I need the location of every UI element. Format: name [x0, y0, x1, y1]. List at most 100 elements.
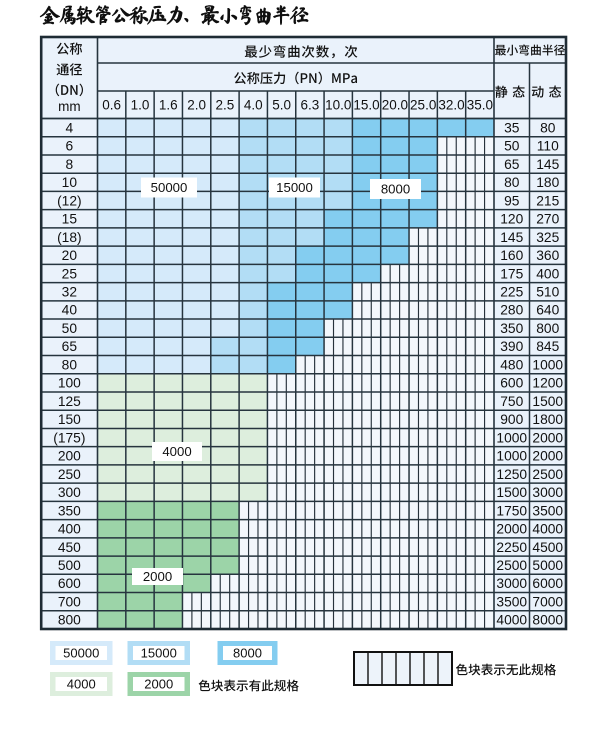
svg-text:(175): (175) — [53, 430, 85, 445]
svg-text:10.0: 10.0 — [325, 98, 351, 113]
svg-text:15: 15 — [62, 212, 78, 227]
svg-text:300: 300 — [58, 485, 81, 500]
svg-text:1750: 1750 — [496, 503, 527, 518]
svg-text:450: 450 — [58, 540, 81, 555]
svg-text:800: 800 — [536, 321, 559, 336]
svg-text:1200: 1200 — [532, 376, 563, 391]
svg-text:1000: 1000 — [496, 449, 527, 464]
svg-text:3000: 3000 — [496, 576, 527, 591]
svg-text:360: 360 — [536, 248, 559, 263]
svg-text:80: 80 — [504, 175, 520, 190]
svg-text:4.0: 4.0 — [244, 98, 263, 113]
svg-text:50: 50 — [62, 321, 78, 336]
svg-text:2000: 2000 — [532, 430, 563, 445]
svg-text:180: 180 — [536, 175, 559, 190]
svg-text:1000: 1000 — [496, 430, 527, 445]
svg-text:1800: 1800 — [532, 412, 563, 427]
svg-text:175: 175 — [500, 266, 523, 281]
svg-text:1500: 1500 — [496, 485, 527, 500]
svg-text:110: 110 — [537, 139, 559, 154]
svg-text:350: 350 — [500, 321, 523, 336]
svg-text:145: 145 — [500, 230, 523, 245]
svg-text:15.0: 15.0 — [353, 98, 379, 113]
svg-text:500: 500 — [58, 558, 81, 573]
svg-text:35.0: 35.0 — [467, 98, 493, 113]
svg-text:8: 8 — [66, 157, 74, 172]
svg-text:95: 95 — [504, 193, 520, 208]
svg-text:3500: 3500 — [496, 594, 527, 609]
svg-text:50000: 50000 — [63, 646, 99, 661]
svg-text:10: 10 — [62, 175, 78, 190]
svg-text:80: 80 — [540, 120, 556, 135]
svg-text:1250: 1250 — [496, 467, 527, 482]
svg-text:400: 400 — [58, 522, 81, 537]
svg-text:6000: 6000 — [532, 576, 563, 591]
svg-text:20.0: 20.0 — [382, 98, 408, 113]
svg-text:350: 350 — [58, 503, 81, 518]
svg-text:15000: 15000 — [276, 180, 313, 195]
svg-text:600: 600 — [500, 376, 523, 391]
svg-text:480: 480 — [500, 357, 523, 372]
svg-text:7000: 7000 — [532, 594, 563, 609]
svg-text:mm: mm — [58, 99, 81, 114]
svg-text:4: 4 — [66, 120, 74, 135]
svg-text:(18): (18) — [57, 230, 82, 245]
svg-text:35: 35 — [504, 120, 520, 135]
svg-text:4000: 4000 — [67, 677, 96, 692]
svg-text:600: 600 — [58, 576, 81, 591]
svg-text:(12): (12) — [57, 193, 82, 208]
svg-text:900: 900 — [500, 412, 523, 427]
svg-text:700: 700 — [58, 594, 81, 609]
svg-text:250: 250 — [58, 467, 81, 482]
svg-text:750: 750 — [500, 394, 523, 409]
svg-text:6.3: 6.3 — [301, 98, 320, 113]
svg-text:3500: 3500 — [532, 503, 563, 518]
svg-text:145: 145 — [536, 157, 559, 172]
svg-text:2250: 2250 — [496, 540, 527, 555]
svg-text:2000: 2000 — [144, 677, 173, 692]
svg-text:400: 400 — [536, 266, 559, 281]
svg-text:32: 32 — [62, 285, 77, 300]
svg-text:6: 6 — [66, 139, 74, 154]
svg-text:225: 225 — [500, 285, 523, 300]
svg-text:325: 325 — [536, 230, 559, 245]
svg-text:4000: 4000 — [496, 613, 527, 628]
svg-text:0.6: 0.6 — [102, 98, 121, 113]
svg-text:4500: 4500 — [532, 540, 563, 555]
svg-text:1.0: 1.0 — [131, 98, 150, 113]
svg-text:65: 65 — [62, 339, 78, 354]
svg-text:2500: 2500 — [496, 558, 527, 573]
svg-text:8000: 8000 — [532, 613, 563, 628]
svg-text:65: 65 — [504, 157, 520, 172]
svg-text:2000: 2000 — [143, 569, 172, 584]
svg-text:270: 270 — [536, 212, 559, 227]
svg-text:125: 125 — [58, 394, 81, 409]
svg-text:845: 845 — [536, 339, 559, 354]
svg-text:4000: 4000 — [532, 522, 563, 537]
svg-text:1000: 1000 — [532, 357, 563, 372]
svg-text:3000: 3000 — [532, 485, 563, 500]
svg-text:120: 120 — [500, 212, 523, 227]
svg-text:640: 640 — [536, 303, 559, 318]
svg-text:8000: 8000 — [381, 182, 410, 197]
svg-text:100: 100 — [58, 376, 81, 391]
svg-text:25.0: 25.0 — [410, 98, 436, 113]
svg-text:2.5: 2.5 — [216, 98, 235, 113]
svg-text:2000: 2000 — [532, 449, 563, 464]
svg-text:15000: 15000 — [141, 646, 177, 661]
svg-text:160: 160 — [500, 248, 523, 263]
svg-text:80: 80 — [62, 357, 78, 372]
svg-text:25: 25 — [62, 266, 78, 281]
svg-text:215: 215 — [536, 193, 559, 208]
svg-text:8000: 8000 — [233, 646, 262, 661]
svg-text:280: 280 — [500, 303, 523, 318]
svg-text:200: 200 — [58, 449, 81, 464]
svg-text:390: 390 — [500, 339, 523, 354]
svg-text:32.0: 32.0 — [438, 98, 464, 113]
svg-text:1.6: 1.6 — [159, 98, 178, 113]
svg-text:20: 20 — [62, 248, 78, 263]
svg-text:50000: 50000 — [151, 180, 188, 195]
svg-text:800: 800 — [58, 613, 81, 628]
svg-text:40: 40 — [62, 303, 78, 318]
svg-text:50: 50 — [504, 139, 520, 154]
